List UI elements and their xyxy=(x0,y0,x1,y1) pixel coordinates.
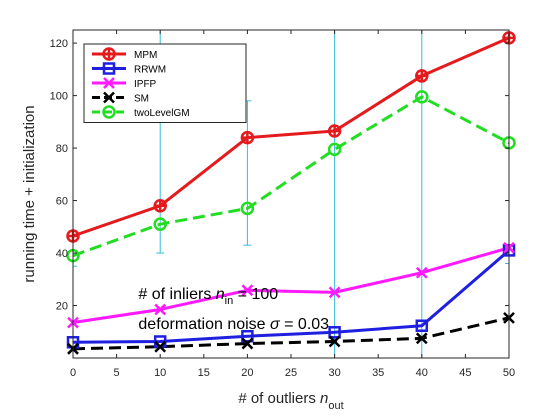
data-point-mpm xyxy=(415,69,429,83)
legend-marker-ipfp xyxy=(103,77,115,89)
data-point-sm xyxy=(415,332,428,345)
data-point-ipfp xyxy=(154,303,167,316)
x-tick-label: 5 xyxy=(114,367,120,379)
data-point-mpm xyxy=(153,199,167,213)
series-line-rrwm xyxy=(73,249,509,344)
data-point-twolevelgm xyxy=(327,142,342,157)
series-line-twolevelgm xyxy=(73,95,509,258)
data-point-rrwm xyxy=(415,319,429,332)
x-tick-label: 30 xyxy=(328,367,340,379)
y-axis-label: running time + initialization xyxy=(21,105,38,282)
y-tick-label: 80 xyxy=(56,143,68,155)
data-point-ipfp xyxy=(241,284,254,297)
legend-marker-mpm xyxy=(102,47,116,61)
data-point-ipfp xyxy=(415,266,428,279)
data-point-twolevelgm xyxy=(415,90,429,104)
legend-marker-rrwm xyxy=(102,62,116,75)
data-point-sm xyxy=(241,337,254,350)
data-point-twolevelgm xyxy=(153,217,167,231)
data-point-ipfp xyxy=(328,286,341,299)
x-axis-label-sub: out xyxy=(328,400,343,412)
legend-marker-sm xyxy=(103,91,115,104)
y-tick-label: 40 xyxy=(56,248,68,260)
x-tick-label: 20 xyxy=(241,367,253,379)
x-tick-label: 15 xyxy=(198,367,210,379)
legend-marker-twolevelgm xyxy=(102,105,116,119)
legend-label-rrwm: RRWM xyxy=(134,65,166,76)
annotation: deformation noise σ = 0.03 xyxy=(138,316,329,333)
series-line-mpm xyxy=(73,36,509,238)
data-point-rrwm xyxy=(241,329,254,343)
x-tick-label: 0 xyxy=(70,367,76,379)
x-axis-label-var: n xyxy=(320,390,328,407)
legend-label-ipfp: IPFP xyxy=(134,79,157,90)
ticks: 0 5 10 15 20 25 30 35 40 45 50 20 40 60 80 100 120 xyxy=(50,30,515,379)
data-point-mpm xyxy=(327,124,342,138)
legend-label-mpm: MPM xyxy=(134,50,157,61)
x-tick-label: 40 xyxy=(416,367,428,379)
x-axis-label-text: # of outliers xyxy=(238,390,316,407)
y-tick-label: 120 xyxy=(50,38,68,50)
legend-label-twolevelgm: twoLevelGM xyxy=(134,108,190,119)
data-point-twolevelgm xyxy=(240,201,255,216)
x-axis-label: # of outliers nout xyxy=(238,390,343,412)
legend-label-sm: SM xyxy=(134,94,149,105)
data-point-sm xyxy=(154,340,167,353)
data-point-sm xyxy=(328,335,341,348)
y-tick-label: 100 xyxy=(50,91,68,103)
series-lines xyxy=(73,36,509,351)
x-tick-label: 10 xyxy=(154,367,166,379)
data-point-rrwm xyxy=(328,326,341,339)
y-tick-label: 60 xyxy=(56,196,68,208)
annotations: # of inliers nin = 100 deformation noise … xyxy=(138,286,329,333)
data-point-mpm xyxy=(240,130,255,145)
legend: MPM RRWM IPFP SM twoLevelGM xyxy=(83,43,247,123)
y-tick-label: 20 xyxy=(56,301,68,313)
x-tick-label: 25 xyxy=(285,367,297,379)
series-line-ipfp xyxy=(73,246,509,325)
annotation: # of inliers nin = 100 xyxy=(138,286,278,307)
x-tick-label: 45 xyxy=(459,367,471,379)
x-tick-label: 35 xyxy=(372,367,384,379)
x-tick-label: 50 xyxy=(503,367,515,379)
series-line-sm xyxy=(73,316,509,351)
